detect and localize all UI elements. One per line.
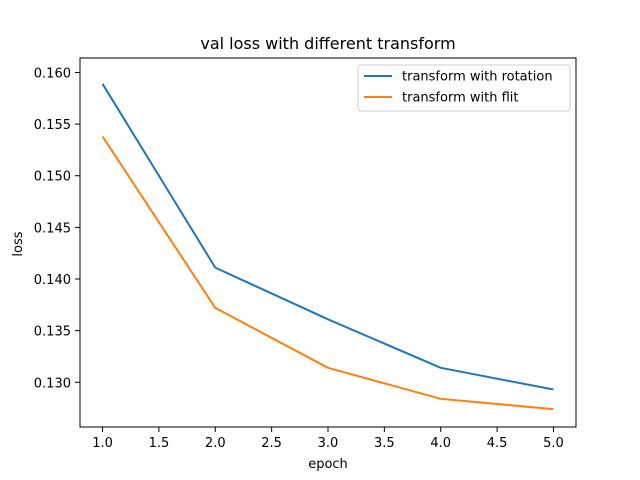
y-tick-label: 0.140 xyxy=(34,273,71,288)
series-layer xyxy=(101,83,554,411)
y-axis-label: loss xyxy=(11,231,26,256)
x-tick-label: 5.0 xyxy=(543,436,564,451)
x-tick-label: 1.5 xyxy=(149,436,170,451)
x-axis: 1.0 1.5 2.0 2.5 3.0 3.5 4.0 4.5 5.0 xyxy=(92,427,564,451)
x-tick-label: 3.5 xyxy=(374,436,395,451)
legend-label-1: transform with rotation xyxy=(402,70,553,85)
chart-title: val loss with different transform xyxy=(200,34,455,53)
x-tick-label: 2.0 xyxy=(205,436,226,451)
x-tick-label: 4.0 xyxy=(430,436,451,451)
series-line-2 xyxy=(101,135,554,411)
x-tick-label: 2.5 xyxy=(261,436,282,451)
y-tick-label: 0.150 xyxy=(34,170,71,185)
legend-label-2: transform with flit xyxy=(402,91,518,106)
x-tick-label: 1.0 xyxy=(92,436,113,451)
y-tick-label: 0.130 xyxy=(34,376,71,391)
y-tick-label: 0.160 xyxy=(34,66,71,81)
x-tick-label: 3.0 xyxy=(318,436,339,451)
x-axis-label: epoch xyxy=(308,457,348,472)
y-tick-label: 0.145 xyxy=(34,221,71,236)
legend: transform with rotation transform with fl… xyxy=(357,64,571,112)
series-line-1 xyxy=(101,83,554,391)
y-axis: 0.130 0.135 0.140 0.145 0.150 0.155 0.160 xyxy=(34,66,80,391)
legend-box xyxy=(357,64,571,112)
y-tick-label: 0.135 xyxy=(34,325,71,340)
x-tick-label: 4.5 xyxy=(487,436,508,451)
y-tick-label: 0.155 xyxy=(34,118,71,133)
